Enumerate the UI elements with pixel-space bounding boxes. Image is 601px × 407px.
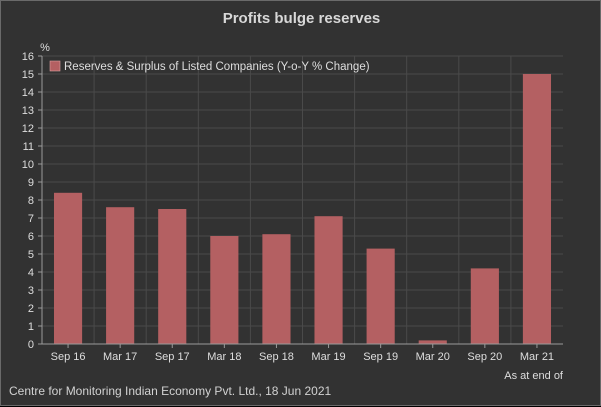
- chart-title: Profits bulge reserves: [222, 10, 381, 27]
- legend-swatch: [49, 60, 61, 72]
- y-tick-label: 5: [28, 249, 34, 261]
- y-tick-label: 13: [22, 105, 34, 117]
- bar-sep-17: [158, 209, 187, 344]
- x-tick-label: Mar 18: [207, 351, 241, 363]
- bar-sep-20: [470, 268, 499, 344]
- bar-sep-19: [366, 248, 395, 344]
- legend: Reserves & Surplus of Listed Companies (…: [49, 60, 370, 73]
- y-tick-label: 12: [22, 123, 34, 135]
- x-tick-label: Mar 19: [311, 351, 345, 363]
- x-tick-label: Sep 19: [363, 351, 398, 363]
- y-tick-label: 9: [28, 177, 34, 189]
- x-tick-label: Sep 18: [259, 351, 294, 363]
- axes: [38, 55, 563, 348]
- bar-mar-21: [522, 74, 552, 344]
- y-tick-label: 3: [28, 285, 34, 297]
- bar-mar-18: [210, 236, 239, 344]
- bar-sep-16: [53, 192, 83, 344]
- source-credit: Centre for Monitoring Indian Economy Pvt…: [9, 384, 332, 398]
- x-tick-label: Sep 16: [51, 351, 86, 363]
- y-tick-label: 15: [22, 69, 34, 81]
- x-tick-label: Sep 20: [467, 351, 502, 363]
- x-tick-label: Sep 17: [155, 351, 190, 363]
- y-tick-label: 1: [28, 321, 34, 333]
- bars: [53, 74, 552, 344]
- y-tick-label: 7: [28, 213, 34, 225]
- y-tick-label: 0: [28, 339, 34, 351]
- bar-mar-19: [314, 216, 343, 344]
- y-tick-label: 16: [22, 51, 34, 63]
- y-tick-label: 11: [23, 141, 34, 153]
- x-tick-label: Mar 21: [520, 351, 554, 363]
- y-tick-label: 14: [22, 87, 34, 99]
- bar-sep-18: [262, 234, 291, 344]
- y-tick-label: 10: [22, 159, 34, 171]
- grid-lines: [42, 55, 563, 344]
- y-tick-label: 2: [28, 303, 34, 315]
- bar-mar-20: [418, 340, 447, 344]
- y-unit-label: %: [40, 42, 50, 54]
- y-tick-label: 6: [28, 231, 34, 243]
- x-axis-label: As at end of: [504, 370, 564, 382]
- x-tick-label: Mar 20: [416, 351, 450, 363]
- x-tick-label: Mar 17: [103, 351, 137, 363]
- y-tick-label: 8: [28, 195, 34, 207]
- y-tick-label: 4: [28, 267, 34, 279]
- legend-label: Reserves & Surplus of Listed Companies (…: [64, 61, 370, 73]
- bar-mar-17: [106, 207, 135, 344]
